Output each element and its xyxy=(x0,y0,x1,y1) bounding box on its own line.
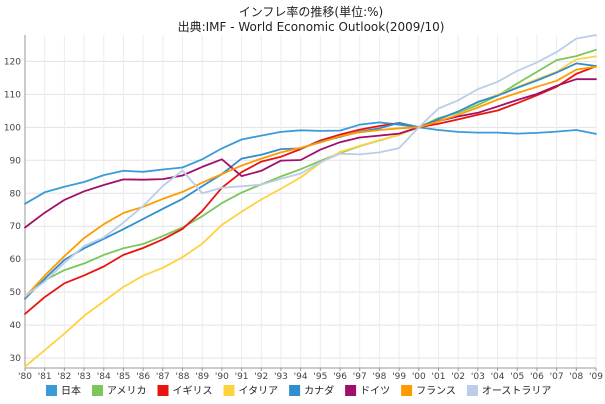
x-tick-label: '86 xyxy=(136,372,150,382)
chart-title: インフレ率の推移(単位:%) xyxy=(239,4,383,19)
x-tick-label: '07 xyxy=(550,372,564,382)
legend-swatch xyxy=(46,385,57,396)
chart-subtitle: 出典:IMF - World Economic Outlook(2009/10) xyxy=(178,20,445,34)
y-tick-label: 60 xyxy=(10,255,22,265)
y-tick-label: 80 xyxy=(10,189,22,199)
x-tick-label: '89 xyxy=(195,372,209,382)
y-tick-label: 40 xyxy=(10,321,22,331)
x-tick-label: '95 xyxy=(313,372,327,382)
y-tick-label: 50 xyxy=(10,288,22,298)
legend: 日本 アメリカ イギリス イタリア カナダ ドイツ フランス オーストラリア xyxy=(46,384,551,397)
x-tick-label: '92 xyxy=(254,372,268,382)
legend-label: オーストラリア xyxy=(482,385,552,397)
x-tick-label: '97 xyxy=(353,372,367,382)
y-tick-label: 70 xyxy=(10,222,22,232)
legend-label: カナダ xyxy=(304,384,334,397)
x-tick-label: '96 xyxy=(333,372,347,382)
legend-label: イタリア xyxy=(239,385,279,397)
legend-swatch xyxy=(345,385,357,396)
x-tick-label: '94 xyxy=(294,372,308,382)
x-tick-label: '85 xyxy=(116,372,130,382)
x-tick-label: '91 xyxy=(235,372,249,382)
legend-label: 日本 xyxy=(61,384,81,397)
x-tick-label: '93 xyxy=(274,372,288,382)
legend-swatch xyxy=(157,385,169,396)
legend-label: アメリカ xyxy=(107,385,147,397)
x-tick-label: '06 xyxy=(530,372,544,382)
x-tick-label: '98 xyxy=(372,372,386,382)
grid-lines xyxy=(24,35,597,368)
y-tick-label: 110 xyxy=(4,90,21,100)
legend-swatch xyxy=(401,385,413,396)
x-tick-label: '84 xyxy=(97,372,111,382)
legend-label: ドイツ xyxy=(360,386,390,397)
series-line-7 xyxy=(24,34,597,298)
x-tick-label: '01 xyxy=(432,372,446,382)
legend-swatch xyxy=(92,385,103,396)
series-line-6 xyxy=(24,65,597,299)
legend-swatch xyxy=(289,385,301,396)
x-tick-label: '02 xyxy=(451,372,465,382)
x-tick-label: '80 xyxy=(18,372,32,382)
x-tick-label: '04 xyxy=(491,372,505,382)
x-tick-label: '90 xyxy=(215,372,229,382)
x-tick-label: '88 xyxy=(176,372,190,382)
x-tick-label: '87 xyxy=(156,372,170,382)
x-tick-label: '82 xyxy=(57,372,71,382)
y-tick-label: 90 xyxy=(10,156,22,166)
legend-label: イギリス xyxy=(173,385,213,397)
x-tick-label: '08 xyxy=(569,372,583,382)
y-tick-label: 120 xyxy=(4,57,21,67)
y-tick-label: 100 xyxy=(4,123,21,133)
x-tick-label: '03 xyxy=(471,372,485,382)
series-line-2 xyxy=(24,65,597,315)
x-tick-label: '83 xyxy=(77,372,91,382)
x-tick-label: '09 xyxy=(589,372,603,382)
y-tick-label: 30 xyxy=(10,354,22,364)
x-tick-label: '81 xyxy=(38,372,52,382)
x-tick-label: '99 xyxy=(392,372,406,382)
legend-label: フランス xyxy=(416,385,456,397)
x-tick-label: '05 xyxy=(510,372,524,382)
series-line-5 xyxy=(24,78,597,229)
axes: 30 40 50 60 70 80 90 100 110 120 '80 '81 '82 '83 '84 '8… xyxy=(4,35,603,382)
legend-swatch xyxy=(223,385,235,396)
x-tick-label: '00 xyxy=(412,372,426,382)
series-lines xyxy=(24,34,597,368)
series-line-0 xyxy=(24,121,597,205)
legend-swatch xyxy=(466,385,478,396)
